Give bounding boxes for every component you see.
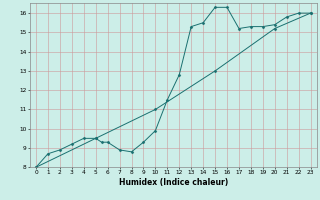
X-axis label: Humidex (Indice chaleur): Humidex (Indice chaleur) <box>119 178 228 187</box>
